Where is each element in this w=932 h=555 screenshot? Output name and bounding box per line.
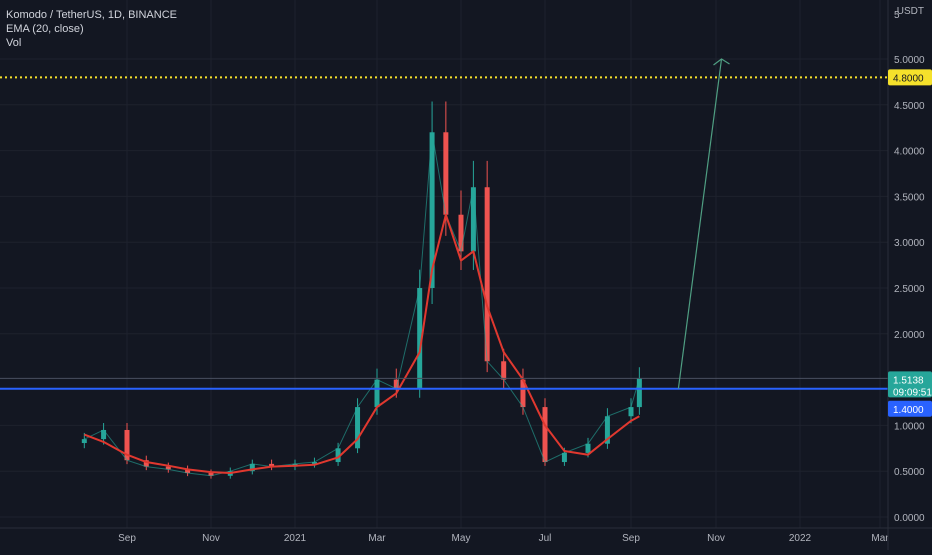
price-tick-label: 1.0000 <box>894 421 925 432</box>
candle-body <box>374 379 380 408</box>
price-tick-label: 0.5000 <box>894 467 925 478</box>
candle-body <box>185 469 191 474</box>
candle-body <box>249 463 255 472</box>
legend-vol[interactable]: Vol <box>6 37 22 49</box>
candle-body <box>417 288 423 389</box>
candle-body <box>484 187 490 362</box>
candle-body <box>269 463 275 467</box>
candle-body <box>604 416 610 444</box>
candle-body <box>124 429 130 461</box>
support-price-badge <box>888 400 932 417</box>
candle-body <box>636 378 642 408</box>
time-tick-label: Mar <box>871 533 889 544</box>
candle-body <box>143 460 149 467</box>
candle-body <box>393 379 399 389</box>
time-tick-label: Sep <box>622 533 640 544</box>
candle-body <box>429 132 435 288</box>
target-price-badge <box>888 69 932 86</box>
levels <box>0 58 888 390</box>
ema-line <box>83 213 640 475</box>
price-tick-label: 5 <box>894 10 900 21</box>
price-tick-label: 5.0000 <box>894 55 925 66</box>
time-tick-label: Sep <box>118 533 136 544</box>
candle-body <box>208 473 214 476</box>
price-unit-label: USDT <box>896 6 924 17</box>
candle-body <box>542 407 548 463</box>
candle-body <box>585 443 591 453</box>
time-tick-label: 2022 <box>789 533 812 544</box>
projection-arrow <box>677 58 723 389</box>
time-tick-label: 2021 <box>284 533 307 544</box>
price-tick-label: 3.0000 <box>894 238 925 249</box>
price-tick-label: 4.5000 <box>894 101 925 112</box>
candle-body <box>443 132 449 215</box>
projection-arrow-head <box>713 58 730 66</box>
current-price-badge-text: 1.5138 <box>893 375 924 386</box>
current-price-badge <box>888 371 932 398</box>
price-tick-label: 0.0000 <box>894 513 925 524</box>
price-tick-label: 4.0000 <box>894 147 925 158</box>
time-tick-label: May <box>452 533 471 544</box>
candle-body <box>81 439 87 444</box>
time-tick-label: Jul <box>539 533 552 544</box>
legend-ema[interactable]: EMA (20, close) <box>6 23 84 35</box>
price-tick-label: 2.5000 <box>894 284 925 295</box>
target-price-badge-text: 4.8000 <box>893 73 924 84</box>
time-tick-label: Mar <box>368 533 386 544</box>
candle-body <box>520 379 526 408</box>
price-tick-label: 3.5000 <box>894 192 925 203</box>
ema-series-line <box>83 213 640 475</box>
candle-body <box>355 407 361 449</box>
grid <box>0 0 888 528</box>
candle-body <box>470 187 476 252</box>
time-tick-label: Nov <box>202 533 220 544</box>
candle-body <box>628 407 634 417</box>
support-price-badge-text: 1.4000 <box>893 405 924 416</box>
candle-body <box>335 448 341 463</box>
candles <box>81 101 642 479</box>
chart-legend: Komodo / TetherUS, 1D, BINANCE EMA (20, … <box>6 8 177 50</box>
candle-body <box>458 214 464 252</box>
candle-body <box>501 361 507 380</box>
price-tick-label: 2.0000 <box>894 330 925 341</box>
current-price-badge-text: 09:09:51 <box>893 387 932 398</box>
candle-body <box>101 429 107 440</box>
legend-symbol[interactable]: Komodo / TetherUS, 1D, BINANCE <box>6 9 177 21</box>
candle-body <box>311 462 317 464</box>
candle-body <box>561 452 567 463</box>
close-series-line <box>84 132 640 477</box>
time-tick-label: Nov <box>707 533 725 544</box>
candle-body <box>165 466 171 470</box>
